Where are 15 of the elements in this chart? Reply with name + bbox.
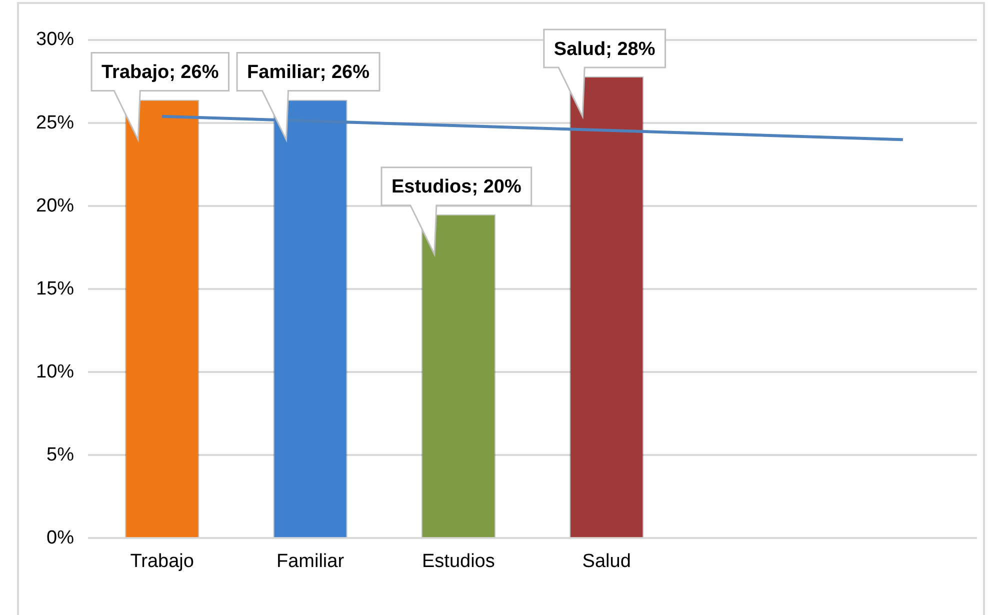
data-label: Familiar; 26% bbox=[247, 62, 370, 84]
y-tick-label: 25% bbox=[36, 112, 74, 134]
y-tick-label: 5% bbox=[46, 444, 74, 466]
y-tick-label: 20% bbox=[36, 195, 74, 216]
y-tick-label: 10% bbox=[36, 361, 74, 382]
x-tick-label: Salud bbox=[582, 550, 631, 572]
data-label: Trabajo; 26% bbox=[102, 62, 219, 84]
y-tick-label: 0% bbox=[46, 527, 74, 548]
y-tick-label: 30% bbox=[36, 29, 74, 50]
x-tick-label: Estudios bbox=[422, 550, 495, 572]
y-tick-label: 15% bbox=[36, 278, 74, 300]
x-tick-label: Familiar bbox=[276, 550, 345, 572]
x-tick-label: Trabajo bbox=[130, 550, 194, 572]
data-label: Salud; 28% bbox=[554, 38, 656, 60]
data-label: Estudios; 20% bbox=[391, 176, 522, 198]
